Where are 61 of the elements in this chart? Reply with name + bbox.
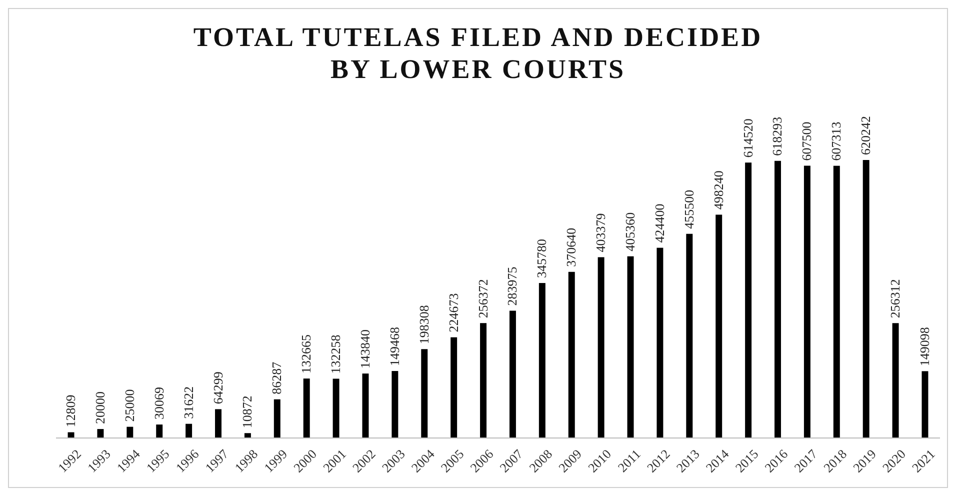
data-label: 224673: [446, 293, 461, 332]
bar: [774, 160, 781, 438]
data-label: 12809: [63, 394, 78, 428]
bar: [862, 160, 870, 438]
data-label: 455500: [681, 190, 696, 229]
data-label: 345780: [534, 239, 550, 278]
bar: [627, 256, 634, 438]
bar: [745, 162, 752, 438]
bar: [244, 433, 251, 438]
bar: [156, 424, 163, 438]
data-label: 149098: [916, 327, 932, 366]
bar: [450, 337, 458, 438]
bar: [215, 409, 222, 438]
data-label: 149468: [386, 327, 402, 366]
bar: [509, 310, 516, 438]
data-label: 618293: [770, 116, 785, 156]
data-label: 10872: [240, 396, 255, 428]
data-label: 25000: [122, 389, 137, 422]
data-label: 424400: [652, 204, 667, 243]
x-tick-label: 2011: [614, 446, 644, 475]
data-label: 614520: [740, 118, 756, 158]
bar: [804, 166, 810, 438]
bar: [568, 272, 575, 438]
data-label: 283975: [504, 266, 520, 306]
bar: [274, 399, 280, 438]
data-label: 403379: [593, 213, 608, 252]
bar: [126, 426, 134, 438]
bar: [421, 349, 428, 438]
data-label: 498240: [710, 170, 726, 210]
bar: [480, 323, 487, 438]
bar: [656, 248, 664, 438]
data-label: 198308: [416, 305, 432, 344]
bar: [833, 166, 840, 438]
data-label: 405360: [622, 212, 638, 252]
bar: [332, 378, 340, 438]
data-label: 86287: [269, 361, 284, 394]
data-label: 30069: [151, 387, 166, 420]
data-label: 31622: [180, 386, 196, 419]
bar: [686, 234, 693, 438]
bar: [362, 374, 369, 438]
bar: [97, 429, 104, 438]
bar: [598, 257, 604, 438]
bar: [392, 371, 398, 438]
bar: [186, 424, 192, 438]
data-label: 64299: [210, 372, 226, 404]
bar: [892, 323, 899, 438]
chart-title: TOTAL TUTELAS FILED AND DECIDED BY LOWER COURTS: [193, 22, 763, 84]
data-label: 256312: [888, 279, 903, 318]
bar: [922, 371, 928, 438]
data-label: 607313: [828, 122, 844, 161]
data-label: 620242: [858, 116, 874, 155]
data-label: 143840: [357, 330, 372, 369]
data-label: 132665: [298, 334, 314, 374]
data-label: 256372: [475, 279, 490, 318]
bar: [716, 214, 722, 438]
data-label: 20000: [92, 392, 108, 424]
data-label: 370640: [564, 228, 579, 267]
data-label: 607500: [799, 122, 814, 161]
data-label: 132258: [328, 334, 344, 374]
bar: [538, 283, 546, 438]
bar: [303, 378, 310, 438]
